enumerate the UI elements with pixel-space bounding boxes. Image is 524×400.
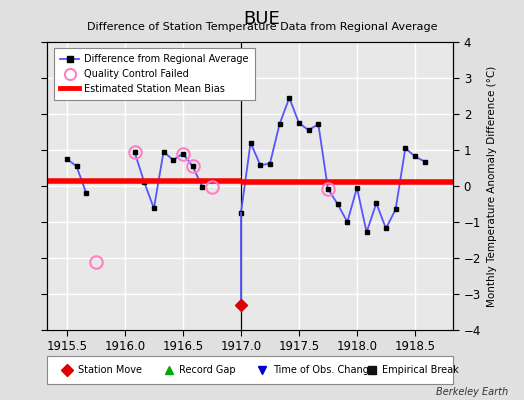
Text: Station Move: Station Move	[78, 365, 141, 375]
Text: Time of Obs. Change: Time of Obs. Change	[272, 365, 375, 375]
Y-axis label: Monthly Temperature Anomaly Difference (°C): Monthly Temperature Anomaly Difference (…	[487, 65, 497, 307]
Text: Berkeley Earth: Berkeley Earth	[436, 387, 508, 397]
Text: Empirical Break: Empirical Break	[382, 365, 459, 375]
Text: Difference of Station Temperature Data from Regional Average: Difference of Station Temperature Data f…	[87, 22, 437, 32]
Text: Record Gap: Record Gap	[179, 365, 236, 375]
Legend: Difference from Regional Average, Quality Control Failed, Estimated Station Mean: Difference from Regional Average, Qualit…	[54, 48, 255, 100]
Text: BUE: BUE	[244, 10, 280, 28]
FancyBboxPatch shape	[47, 356, 453, 384]
